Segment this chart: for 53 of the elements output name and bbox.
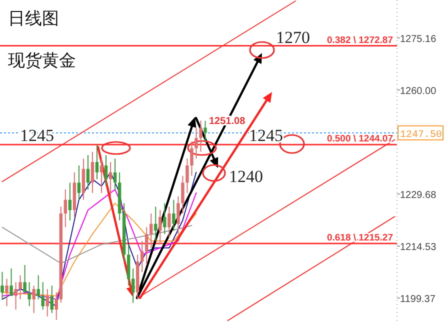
candlestick: [86, 154, 90, 190]
candlestick: [32, 285, 36, 314]
y-tick-label: 1199.37: [400, 294, 436, 306]
y-tick-label: 1214.53: [400, 242, 437, 254]
y-tick-label: 1260.00: [400, 86, 437, 97]
candlestick: [181, 175, 184, 214]
candlestick: [23, 264, 26, 293]
annotation: 1245: [249, 126, 283, 145]
ref-line-label: 0.382 \ 1272.87: [326, 34, 393, 46]
candlestick: [113, 158, 117, 190]
candlestick: [46, 288, 49, 318]
candlestick: [131, 268, 135, 304]
ref-line-label: 1247.50: [400, 130, 442, 141]
candlestick: [140, 240, 144, 272]
candlestick: [50, 285, 54, 314]
y-tick-label: 1275.16: [400, 34, 437, 45]
candlestick: [199, 120, 202, 152]
ref-line-label: 0.500 \ 1244.07: [326, 134, 393, 145]
text: 日线图: [8, 9, 59, 28]
candlestick: [172, 199, 176, 232]
candlestick: [90, 151, 94, 194]
candlestick: [77, 164, 81, 200]
candlestick: [163, 202, 166, 235]
candlestick: [0, 271, 4, 300]
candlestick: [10, 268, 13, 296]
annotation: 1270: [276, 28, 310, 47]
candlestick: [14, 282, 18, 310]
y-tick-label: 1229.68: [400, 190, 437, 202]
candlestick: [54, 292, 58, 320]
candlestick: [145, 226, 148, 266]
candlestick: [41, 282, 44, 310]
candlestick: [204, 120, 207, 142]
candlestick: [194, 127, 198, 160]
candlestick: [104, 154, 108, 187]
price-tag: 1247.50: [398, 125, 444, 141]
ref-line-label: 0.618 \ 1215.27: [326, 232, 393, 244]
candlestick: [36, 274, 40, 300]
candlestick: [176, 196, 180, 235]
candlestick: [28, 282, 31, 307]
candlestick: [68, 182, 72, 221]
candlestick: [150, 213, 153, 248]
candlestick: [186, 158, 189, 194]
annotation: 1240: [229, 167, 263, 186]
candlestick: [64, 188, 68, 228]
candlestick: [190, 140, 194, 176]
candlestick: [168, 206, 171, 238]
text: 现货黄金: [8, 51, 76, 70]
candlestick: [18, 274, 22, 300]
candlestick: [95, 144, 99, 180]
candlestick: [5, 278, 8, 307]
candlestick: [100, 158, 104, 194]
annotation: 1245: [20, 126, 54, 145]
candlestick: [158, 210, 162, 245]
